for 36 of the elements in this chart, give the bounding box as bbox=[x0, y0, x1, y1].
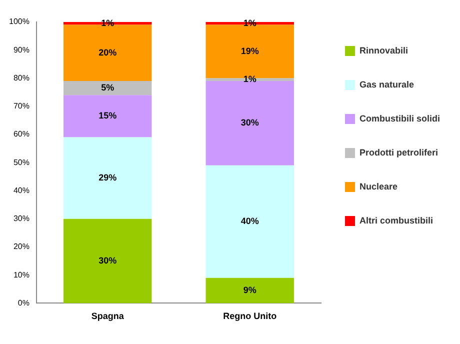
bar bbox=[63, 95, 152, 138]
y-tick-label: 30% bbox=[13, 214, 30, 224]
bar bbox=[63, 137, 152, 219]
x-tick-label: Spagna bbox=[91, 311, 125, 322]
bar bbox=[63, 81, 152, 96]
legend-label: Combustibili solidi bbox=[360, 113, 440, 124]
y-tick-label: 80% bbox=[13, 73, 30, 82]
data-label: 15% bbox=[98, 110, 117, 121]
y-tick-label: 100% bbox=[8, 17, 30, 26]
x-tick-label: Regno Unito bbox=[223, 311, 278, 322]
bar bbox=[63, 24, 152, 82]
data-label: 20% bbox=[98, 47, 117, 58]
bar bbox=[206, 278, 294, 304]
y-tick-label: 20% bbox=[13, 242, 30, 252]
data-label: 19% bbox=[240, 46, 259, 56]
data-label: 9% bbox=[243, 285, 256, 296]
data-label: 29% bbox=[98, 172, 117, 183]
data-label: 5% bbox=[101, 82, 114, 93]
y-tick-label: 60% bbox=[13, 130, 30, 139]
y-tick-label: 10% bbox=[13, 270, 30, 280]
bar bbox=[206, 81, 294, 166]
y-tick-label: 0% bbox=[18, 298, 30, 308]
legend-label: Prodotti petroliferi bbox=[360, 147, 438, 158]
data-label: 30% bbox=[98, 256, 117, 266]
bar bbox=[206, 165, 294, 278]
legend-label: Altri combustibili bbox=[360, 215, 434, 226]
y-tick-label: 70% bbox=[13, 102, 30, 111]
data-label: 40% bbox=[240, 216, 259, 226]
data-label: 30% bbox=[240, 118, 259, 128]
bar bbox=[63, 218, 152, 304]
legend-label: Gas naturale bbox=[360, 79, 414, 90]
y-tick-label: 40% bbox=[13, 186, 30, 195]
y-tick-label: 90% bbox=[13, 45, 30, 54]
y-tick-label: 50% bbox=[13, 158, 30, 167]
legend-label: Nucleare bbox=[360, 181, 398, 192]
legend-label: Rinnovabili bbox=[360, 45, 408, 56]
